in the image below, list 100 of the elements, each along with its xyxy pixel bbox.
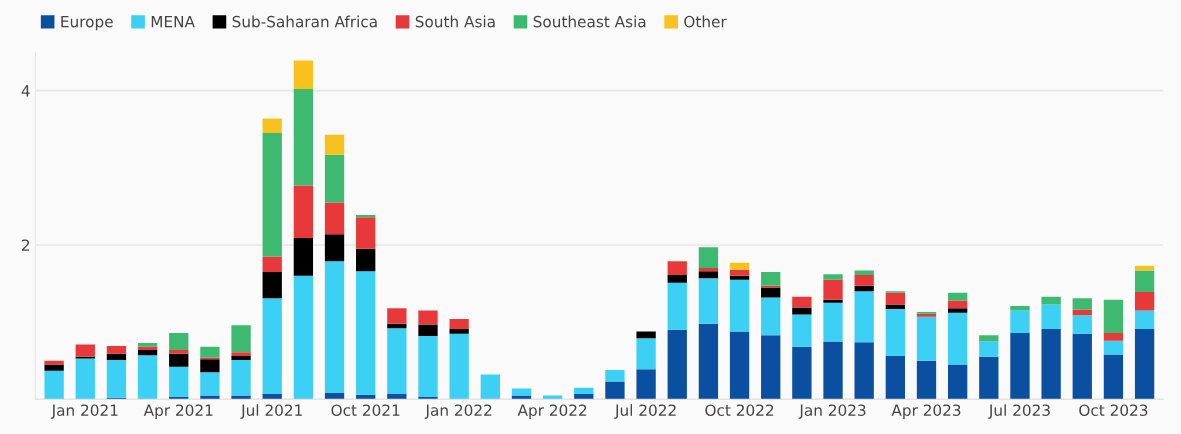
bar — [169, 349, 189, 354]
bar — [356, 217, 376, 249]
bar — [106, 346, 127, 354]
bar — [262, 271, 282, 299]
bar — [262, 133, 282, 257]
bar — [231, 325, 251, 353]
bar — [729, 331, 750, 400]
bar — [792, 296, 812, 308]
bar — [636, 331, 656, 339]
bar — [231, 352, 251, 357]
bar — [854, 275, 874, 286]
x-tick-label: Jan 2022 — [424, 404, 492, 419]
bar — [979, 341, 999, 357]
bar — [823, 274, 843, 280]
bar — [761, 297, 781, 336]
legend-label: South Asia — [415, 15, 495, 28]
bar — [511, 388, 532, 396]
bar — [137, 349, 158, 356]
bar — [262, 118, 282, 134]
bar — [262, 393, 282, 400]
bar — [262, 298, 282, 394]
bar — [200, 359, 220, 373]
bar — [761, 271, 781, 286]
bar — [1041, 296, 1061, 305]
bar — [854, 285, 874, 292]
bar — [1041, 329, 1061, 400]
bar — [293, 238, 314, 276]
bar — [387, 323, 407, 329]
legend-label: MENA — [151, 16, 195, 28]
bar — [542, 395, 563, 400]
bar — [44, 360, 64, 365]
bar — [979, 356, 999, 400]
bar — [44, 370, 64, 400]
bar — [324, 234, 345, 262]
bar — [948, 308, 968, 313]
y-tick-label: 2 — [21, 239, 30, 251]
bar — [854, 291, 874, 343]
bar — [885, 356, 905, 400]
x-tick-label: Oct 2023 — [1079, 404, 1148, 416]
bar — [169, 332, 189, 350]
bar — [698, 247, 719, 269]
bar — [948, 312, 968, 365]
bar — [293, 275, 314, 400]
bar — [823, 299, 843, 303]
bar — [1134, 270, 1155, 293]
bar — [106, 353, 127, 360]
bar — [574, 393, 594, 400]
legend-label: Southeast Asia — [533, 15, 646, 28]
bar — [387, 308, 407, 324]
bar — [605, 381, 625, 400]
bar — [574, 387, 594, 394]
bar — [636, 338, 656, 370]
bar — [106, 359, 127, 398]
bar — [75, 358, 95, 400]
bar — [761, 335, 781, 400]
bar — [293, 60, 314, 90]
bar — [1072, 298, 1092, 310]
bar — [1010, 310, 1030, 333]
x-tick-label: Apr 2023 — [891, 404, 961, 419]
legend-label: Sub-Saharan Africa — [232, 15, 377, 28]
bar — [1072, 315, 1092, 334]
bar — [916, 360, 937, 400]
x-tick-label: Jul 2021 — [240, 404, 302, 419]
bar — [1072, 309, 1092, 316]
bar — [823, 341, 843, 400]
bar — [823, 279, 843, 300]
bar — [1103, 354, 1124, 400]
bar — [1072, 333, 1092, 400]
bar — [823, 302, 843, 342]
bar — [1134, 329, 1155, 400]
bar — [418, 324, 438, 337]
bar — [169, 353, 189, 367]
bar — [636, 369, 656, 400]
bar — [137, 342, 158, 347]
bar — [885, 292, 905, 305]
bar — [262, 256, 282, 272]
bar — [387, 328, 407, 394]
bar — [418, 310, 438, 325]
x-tick-label: Jul 2022 — [614, 404, 676, 419]
x-tick-label: Oct 2021 — [331, 404, 400, 416]
bar — [729, 279, 750, 332]
bar — [356, 248, 376, 272]
bar — [885, 309, 905, 357]
bar — [75, 344, 95, 357]
bar — [480, 374, 500, 400]
bar — [1010, 332, 1030, 400]
bar — [916, 316, 937, 361]
bar — [885, 304, 905, 310]
bar — [667, 329, 687, 400]
bar — [231, 395, 251, 400]
bar — [698, 268, 719, 272]
bar — [418, 336, 438, 397]
bar — [324, 134, 345, 155]
x-tick-label: Apr 2022 — [517, 404, 587, 419]
bar — [948, 364, 968, 400]
y-tick-label: 4 — [21, 85, 30, 97]
bar — [1103, 340, 1124, 355]
bar — [387, 393, 407, 400]
bar — [231, 359, 251, 396]
bar — [449, 329, 469, 334]
